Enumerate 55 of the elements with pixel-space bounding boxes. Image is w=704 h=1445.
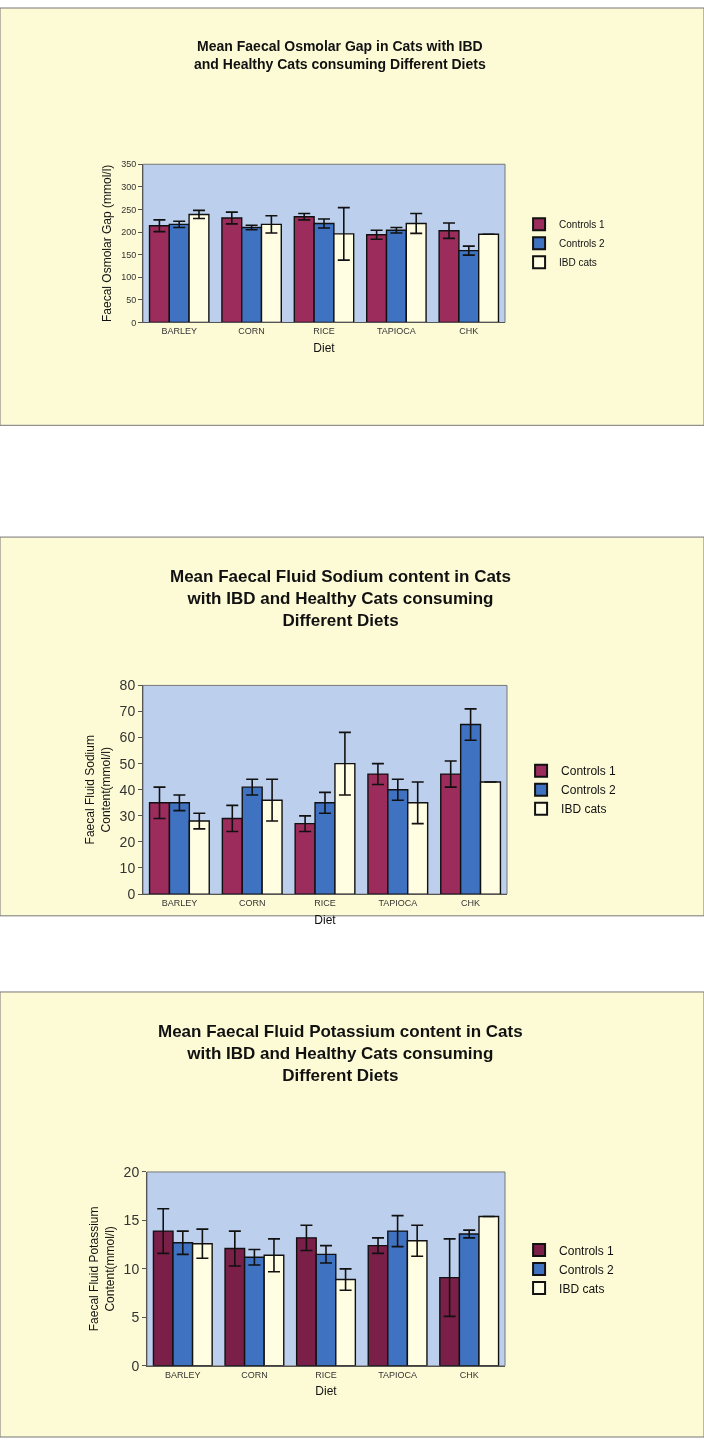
x-tick-label: RICE [315, 1369, 337, 1380]
y-tick-label: 0 [127, 885, 136, 902]
legend-label: Controls 1 [561, 764, 617, 779]
legend-label: Controls 1 [559, 219, 606, 231]
y-tick-label: 60 [119, 729, 136, 746]
y-tick-label: 200 [121, 227, 137, 238]
y-tick-label: 300 [121, 182, 137, 192]
x-tick-label: CHK [459, 326, 479, 337]
y-tick-label: 100 [121, 272, 137, 283]
y-tick-label: 250 [121, 204, 137, 215]
legend-label: Controls 2 [559, 238, 606, 250]
legend-label: IBD cats [561, 802, 607, 817]
x-axis-title: Diet [315, 1384, 338, 1399]
x-tick-label: BARLEY [165, 1369, 201, 1380]
y-tick-label: 5 [131, 1309, 140, 1326]
x-tick-label: CORN [238, 897, 266, 908]
y-tick-label: 0 [131, 317, 137, 328]
x-tick-label: CORN [241, 1369, 268, 1380]
y-tick-label: 20 [119, 833, 136, 850]
y-tick-label: 20 [123, 1163, 140, 1180]
y-tick-label: 10 [119, 859, 136, 876]
y-tick-label: 0 [131, 1357, 140, 1374]
y-axis-title: Faecal Fluid Sodium Content(mmol/l) [83, 735, 113, 845]
chart-title: Mean Faecal Osmolar Gap in Cats with IBD and Healthy Cats consuming Different Diets [194, 38, 486, 73]
x-tick-label: CORN [238, 326, 265, 337]
y-axis-title: Faecal Osmolar Gap (mmol/l) [100, 164, 115, 323]
y-tick-label: 50 [119, 755, 136, 772]
y-tick-label: 15 [123, 1212, 140, 1229]
legend-label: Controls 1 [559, 1243, 615, 1258]
legend-label: Controls 2 [559, 1262, 615, 1277]
legend-label: IBD cats [559, 257, 597, 269]
x-tick-label: CHK [461, 897, 481, 908]
x-tick-label: CHK [459, 1369, 479, 1380]
y-axis-title: Faecal Fluid Potassium Content(mmol/l) [87, 1206, 117, 1332]
x-tick-label: TAPIOCA [376, 326, 416, 337]
y-tick-label: 80 [119, 677, 136, 694]
y-tick-label: 10 [123, 1260, 140, 1277]
y-tick-label: 350 [121, 159, 137, 170]
legend-label: IBD cats [559, 1281, 605, 1296]
y-tick-label: 40 [119, 781, 136, 798]
x-tick-label: BARLEY [161, 326, 197, 337]
x-axis-title: Diet [313, 341, 336, 356]
y-tick-label: 50 [126, 295, 137, 306]
chart-title: Mean Faecal Fluid Potassium content in Cats with IBD and Healthy Cats consuming Different Diets [158, 1022, 523, 1086]
x-axis-title: Diet [314, 912, 337, 927]
x-tick-label: TAPIOCA [378, 897, 418, 908]
chart-title: Mean Faecal Fluid Sodium content in Cats with IBD and Healthy Cats consuming Different Diets [170, 567, 511, 631]
x-tick-label: BARLEY [161, 897, 198, 908]
legend-label: Controls 2 [561, 783, 617, 798]
x-tick-label: RICE [314, 897, 336, 908]
x-tick-label: RICE [313, 326, 335, 337]
y-tick-label: 30 [119, 807, 136, 824]
y-tick-label: 150 [121, 249, 137, 260]
y-tick-label: 70 [119, 703, 136, 720]
x-tick-label: TAPIOCA [378, 1369, 418, 1380]
